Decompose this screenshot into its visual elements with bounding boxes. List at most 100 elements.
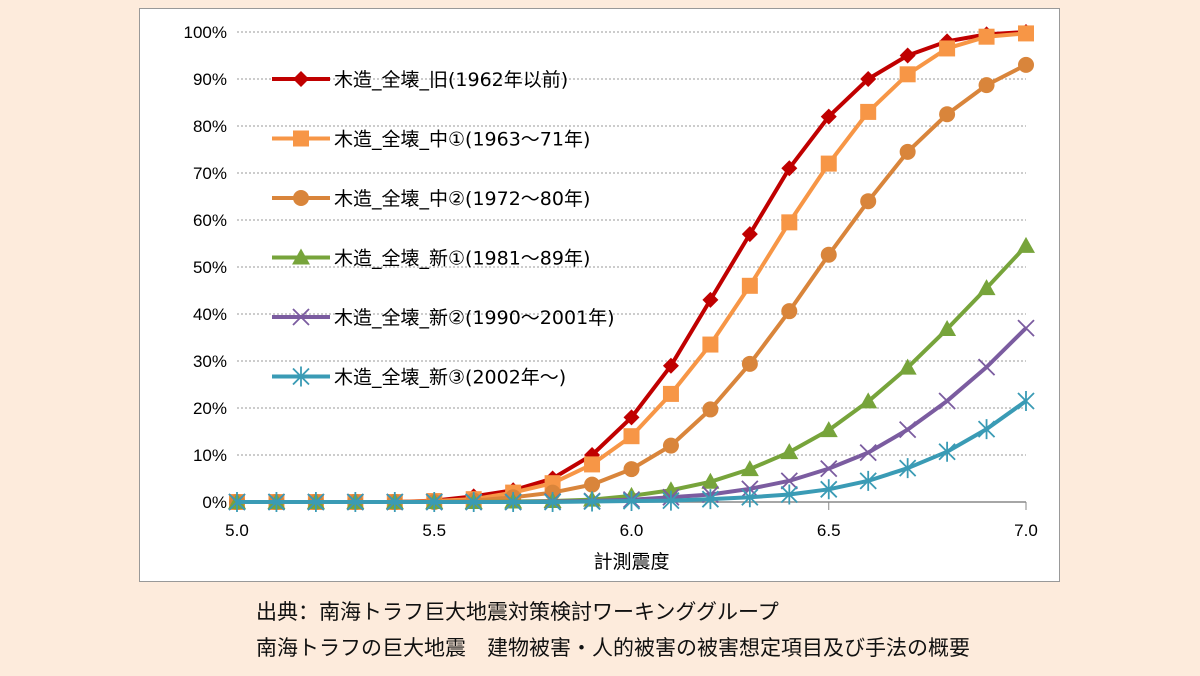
legend-item: 木造_全壊_旧(1962年以前) bbox=[272, 69, 568, 91]
data-point bbox=[819, 421, 838, 438]
data-point bbox=[938, 441, 956, 462]
legend-label: 木造_全壊_新①(1981～89年) bbox=[334, 248, 590, 270]
data-point bbox=[584, 456, 601, 473]
y-tick-label: 90% bbox=[193, 70, 227, 89]
y-tick-label: 10% bbox=[193, 446, 227, 465]
data-point bbox=[583, 491, 601, 512]
data-point bbox=[623, 409, 640, 426]
data-point bbox=[938, 320, 957, 337]
data-point bbox=[702, 336, 719, 353]
data-point bbox=[820, 479, 838, 500]
data-point bbox=[899, 420, 917, 439]
data-point bbox=[859, 470, 877, 491]
data-point bbox=[386, 492, 404, 512]
data-point bbox=[504, 492, 522, 512]
y-tick-label: 50% bbox=[193, 258, 227, 277]
data-point bbox=[820, 108, 837, 125]
legend-item: 木造_全壊_新①(1981～89年) bbox=[272, 248, 590, 270]
data-point bbox=[623, 461, 640, 478]
data-point bbox=[899, 47, 916, 64]
data-point bbox=[267, 492, 286, 512]
data-point bbox=[820, 246, 837, 263]
data-point bbox=[662, 357, 679, 374]
data-point bbox=[938, 392, 956, 410]
data-point bbox=[584, 476, 601, 493]
x-tick-label: 6.0 bbox=[620, 521, 644, 540]
legend-label: 木造_全壊_旧(1962年以前) bbox=[334, 69, 568, 91]
data-point bbox=[741, 277, 758, 294]
x-tick-label: 5.5 bbox=[422, 521, 446, 540]
legend-label: 木造_全壊_新③(2002年～) bbox=[334, 367, 566, 389]
legend-label: 木造_全壊_新②(1990～2001年) bbox=[334, 307, 615, 329]
data-point bbox=[741, 487, 759, 508]
legend-marker-icon bbox=[292, 248, 310, 265]
data-point bbox=[702, 401, 719, 418]
legend-marker-icon bbox=[293, 71, 309, 87]
data-point bbox=[820, 155, 837, 172]
source-caption: 出典：南海トラフ巨大地震対策検討ワーキンググループ bbox=[256, 600, 779, 624]
data-point bbox=[228, 492, 246, 512]
data-point bbox=[978, 28, 995, 45]
data-point bbox=[780, 472, 798, 490]
y-tick-label: 40% bbox=[193, 305, 227, 324]
data-point bbox=[543, 492, 562, 512]
data-point bbox=[1018, 56, 1034, 73]
legend-item: 木造_全壊_新③(2002年～) bbox=[272, 366, 566, 389]
legend-label: 木造_全壊_中②(1972～80年) bbox=[334, 188, 590, 210]
legend-label: 木造_全壊_中①(1963～71年) bbox=[334, 129, 590, 151]
data-point bbox=[899, 66, 916, 83]
data-point bbox=[346, 492, 364, 512]
data-point bbox=[859, 444, 877, 462]
data-point bbox=[741, 355, 758, 372]
document-title-caption: 南海トラフの巨大地震 建物被害・人的被害の被害想定項目及び手法の概要 bbox=[256, 636, 970, 660]
x-tick-label: 5.0 bbox=[225, 521, 249, 540]
data-point bbox=[701, 472, 720, 489]
line-chart: 0% 10% 20% 30% 40% 50% 60% 70% 80% 90% 100% 5.0 5.5 6… bbox=[184, 23, 1038, 573]
data-point bbox=[860, 103, 877, 120]
data-point bbox=[978, 77, 995, 94]
legend-marker-icon bbox=[293, 190, 309, 206]
data-point bbox=[781, 214, 798, 231]
legend-marker-icon bbox=[292, 366, 310, 387]
data-point bbox=[662, 437, 679, 454]
data-point bbox=[701, 489, 720, 510]
data-point bbox=[1017, 390, 1035, 411]
data-point bbox=[662, 385, 679, 402]
y-tick-label: 20% bbox=[193, 399, 227, 418]
data-point bbox=[622, 491, 641, 512]
legend-marker-icon bbox=[293, 130, 309, 147]
data-point bbox=[425, 492, 443, 512]
y-tick-label: 100% bbox=[184, 23, 227, 42]
data-point bbox=[780, 484, 798, 505]
data-point bbox=[977, 358, 996, 376]
data-point bbox=[740, 460, 759, 477]
data-point bbox=[702, 291, 719, 308]
series-6 bbox=[228, 390, 1035, 512]
data-point bbox=[860, 71, 877, 87]
data-point bbox=[662, 490, 680, 511]
y-tick-label: 70% bbox=[193, 164, 227, 183]
legend-item: 木造_全壊_中①(1963～71年) bbox=[272, 129, 590, 151]
data-point bbox=[1018, 25, 1034, 42]
data-point bbox=[898, 358, 917, 375]
legend-item: 木造_全壊_新②(1990～2001年) bbox=[272, 307, 615, 329]
legend-item: 木造_全壊_中②(1972～80年) bbox=[272, 188, 590, 210]
data-point bbox=[860, 193, 877, 210]
data-point bbox=[781, 303, 798, 320]
data-point bbox=[899, 458, 917, 479]
data-point bbox=[780, 443, 799, 460]
data-point bbox=[859, 392, 878, 409]
y-tick-label: 30% bbox=[193, 352, 227, 371]
y-tick-label: 80% bbox=[193, 117, 227, 136]
x-axis-label: 計測震度 bbox=[593, 551, 669, 573]
data-point bbox=[977, 279, 996, 296]
legend-marker-icon bbox=[292, 308, 310, 326]
data-point bbox=[1017, 319, 1035, 337]
x-tick-label: 7.0 bbox=[1014, 521, 1038, 540]
data-point bbox=[820, 459, 838, 478]
data-point bbox=[623, 428, 640, 445]
data-point bbox=[741, 226, 758, 243]
data-point bbox=[939, 106, 956, 123]
data-point bbox=[1017, 236, 1035, 253]
data-point bbox=[781, 160, 798, 177]
